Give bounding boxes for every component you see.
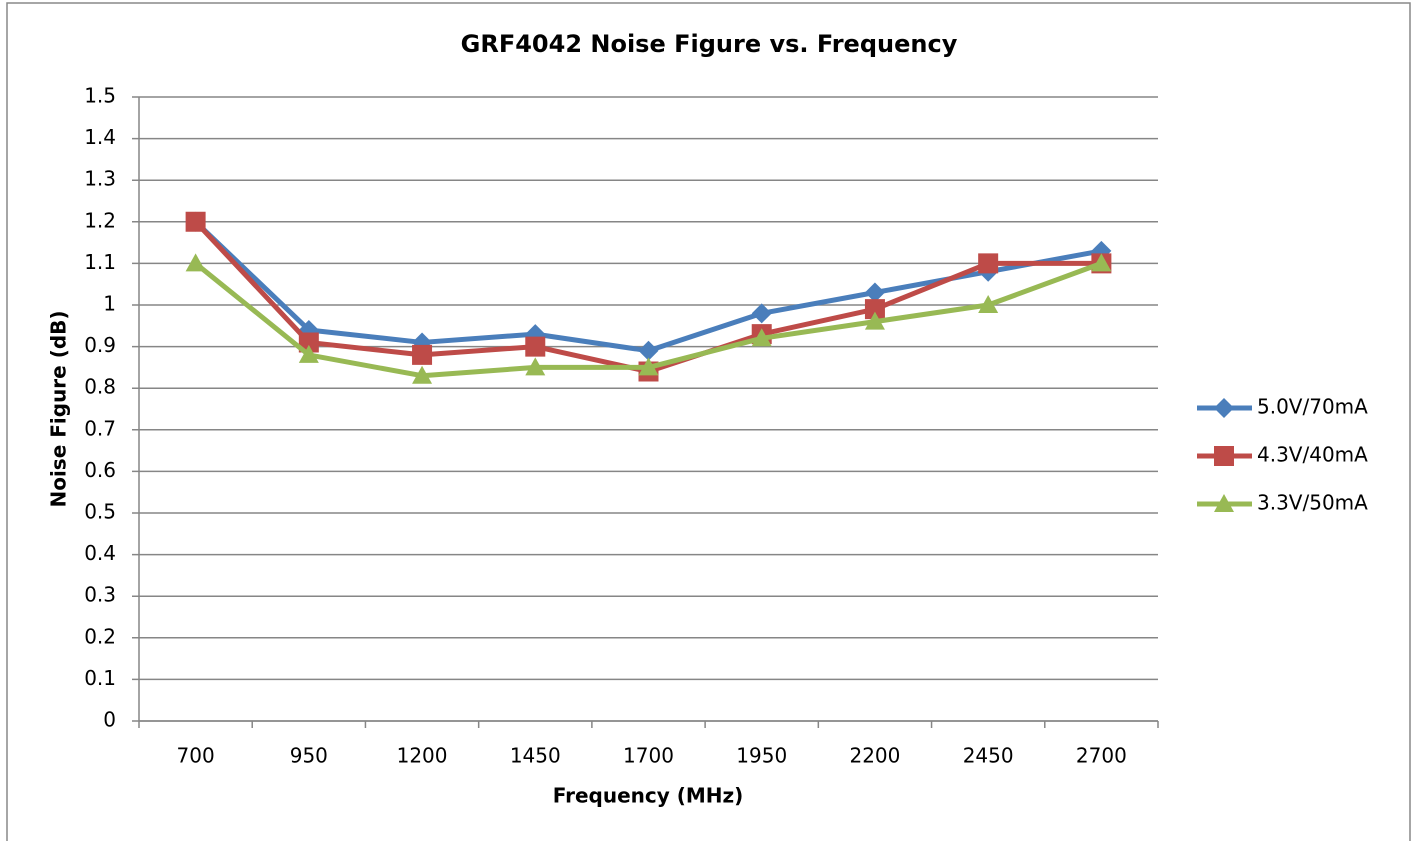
x-tick-label: 2200 [849,744,900,768]
marker [978,253,999,274]
marker [1091,240,1112,261]
y-tick-label: 1.4 [84,125,116,149]
marker [298,332,319,353]
x-tick-label: 950 [290,744,328,768]
marker [1214,398,1234,418]
chart-title: GRF4042 Noise Figure vs. Frequency [461,30,958,58]
marker [1214,494,1234,512]
y-tick-label: 1.1 [84,250,116,274]
marker [298,344,319,363]
y-tick-label: 1.2 [84,208,116,232]
y-tick-label: 1.3 [84,167,116,191]
legend-label: 4.3V/40mA [1257,443,1368,467]
marker [185,211,206,232]
marker [751,303,772,324]
legend-label: 3.3V/50mA [1257,491,1368,515]
legend-label: 5.0V/70mA [1257,395,1368,419]
marker [525,357,546,376]
y-tick-label: 0 [103,708,116,732]
y-tick-label: 0.2 [84,624,116,648]
y-tick-label: 0.3 [84,583,116,607]
marker [864,282,885,303]
marker [412,344,433,365]
y-tick-label: 0.1 [84,666,116,690]
x-tick-label: 2700 [1076,744,1127,768]
x-axis-label: Frequency (MHz) [553,784,744,808]
x-tick-label: 1700 [623,744,674,768]
x-tick-label: 2450 [963,744,1014,768]
x-tick-label: 1450 [510,744,561,768]
marker [864,311,885,330]
y-tick-label: 0.9 [84,333,116,357]
x-tick-label: 1200 [397,744,448,768]
marker [185,253,206,272]
marker [638,340,659,361]
marker [751,328,772,347]
y-tick-label: 0.6 [84,458,116,482]
y-tick-label: 0.7 [84,416,116,440]
y-tick-label: 1 [103,292,116,316]
x-tick-label: 1950 [736,744,787,768]
marker [412,365,433,384]
marker [978,295,999,313]
y-axis-label: Noise Figure (dB) [47,310,71,507]
y-tick-label: 0.5 [84,500,116,524]
marker [864,299,885,320]
x-tick-label: 700 [177,744,215,768]
marker [638,357,659,376]
chart-frame [6,2,1411,841]
marker [1214,446,1234,466]
y-tick-label: 0.4 [84,541,116,565]
y-tick-label: 1.5 [84,84,116,108]
y-tick-label: 0.8 [84,375,116,399]
marker [525,336,546,357]
marker [1091,253,1112,272]
